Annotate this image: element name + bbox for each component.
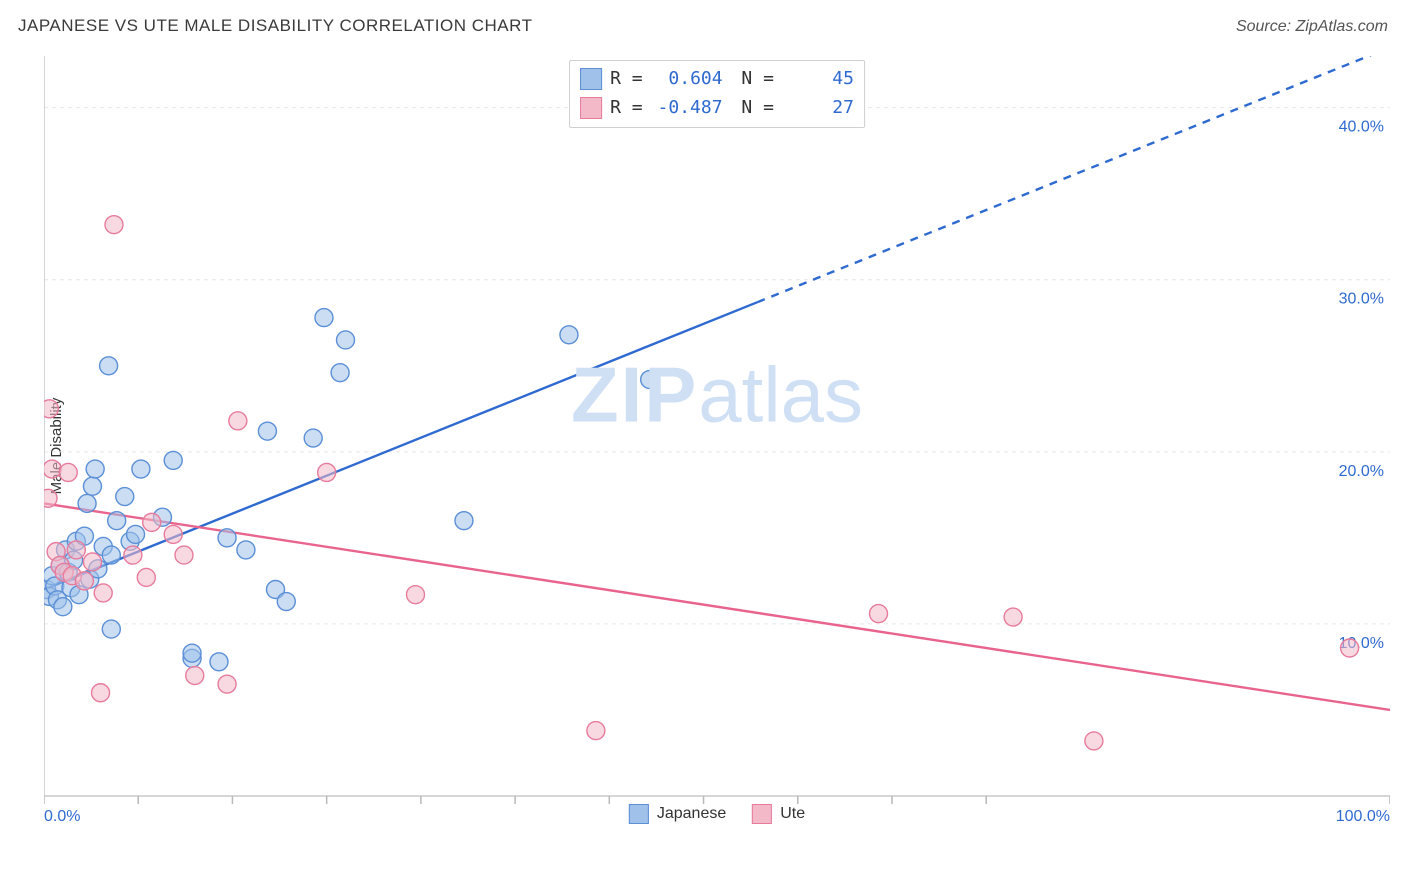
series-legend-item-ute: Ute xyxy=(752,804,805,824)
series-legend-label: Japanese xyxy=(657,805,726,823)
series-legend-item-japanese: Japanese xyxy=(629,804,726,824)
legend-n-value: 27 xyxy=(782,94,854,123)
scatter-chart-svg: 10.0%20.0%30.0%40.0% xyxy=(44,56,1390,826)
series-legend-label: Ute xyxy=(780,805,805,823)
correlation-legend-row: R = 0.604 N = 45 xyxy=(580,65,854,94)
legend-swatch-ute xyxy=(580,97,602,119)
legend-r-value: 0.604 xyxy=(651,65,723,94)
x-axis-max-label: 100.0% xyxy=(1336,808,1390,826)
legend-r-label: R = xyxy=(610,65,643,94)
legend-n-label: N = xyxy=(731,65,774,94)
plot-area: ZIPatlas 10.0%20.0%30.0%40.0% R = 0.604 … xyxy=(44,56,1390,826)
legend-swatch-ute xyxy=(752,804,772,824)
legend-n-label: N = xyxy=(731,94,774,123)
legend-n-value: 45 xyxy=(782,65,854,94)
legend-r-label: R = xyxy=(610,94,643,123)
svg-text:20.0%: 20.0% xyxy=(1339,463,1384,480)
legend-swatch-japanese xyxy=(580,68,602,90)
svg-text:40.0%: 40.0% xyxy=(1339,119,1384,136)
correlation-legend: R = 0.604 N = 45 R = -0.487 N = 27 xyxy=(569,60,865,128)
chart-source: Source: ZipAtlas.com xyxy=(1236,18,1388,36)
x-axis-min-label: 0.0% xyxy=(44,808,80,826)
legend-swatch-japanese xyxy=(629,804,649,824)
correlation-legend-row: R = -0.487 N = 27 xyxy=(580,94,854,123)
chart-title: JAPANESE VS UTE MALE DISABILITY CORRELAT… xyxy=(18,16,532,36)
legend-r-value: -0.487 xyxy=(651,94,723,123)
chart-header: JAPANESE VS UTE MALE DISABILITY CORRELAT… xyxy=(18,16,1388,36)
svg-text:30.0%: 30.0% xyxy=(1339,291,1384,308)
series-legend: Japanese Ute xyxy=(629,804,805,824)
